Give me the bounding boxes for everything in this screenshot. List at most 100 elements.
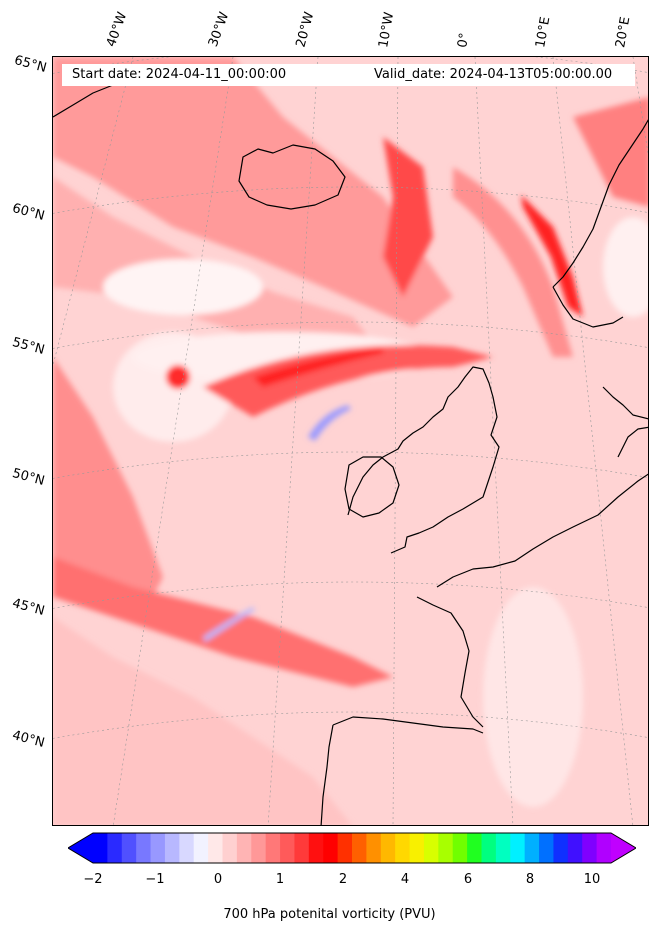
lat-label-40n: 40°N [10, 728, 47, 751]
colorbar-segment [208, 833, 223, 863]
lat-label-60n: 60°N [10, 201, 47, 224]
colorbar-segment [553, 833, 569, 863]
pv-norway-coast-max [521, 195, 583, 317]
cb-tick-8: 8 [525, 872, 535, 887]
pv-ridge-central [203, 345, 493, 417]
lon-label-20e: 20°E [613, 15, 634, 49]
pv-pale-patch-1 [103, 259, 263, 315]
graticule [53, 57, 648, 825]
colorbar-segment [423, 833, 439, 863]
pv-band-mid-north [53, 177, 383, 357]
coast-norway-south [552, 286, 624, 328]
coast-germany [617, 426, 648, 458]
colorbar-segment [438, 833, 454, 863]
colorbar-segment [409, 833, 425, 863]
colorbar-segment [582, 833, 598, 863]
colorbar-segment [164, 833, 180, 863]
colorbar [68, 832, 636, 864]
pv-pale-patch-5 [483, 587, 583, 807]
colorbar-segment [280, 833, 295, 863]
meridian-20w [267, 57, 319, 825]
pv-ridge-north-sea [383, 137, 433, 297]
colorbar-segment [495, 833, 511, 863]
colorbar-label: 700 hPa potenital vorticity (PVU) [223, 907, 436, 922]
lon-label-10e: 10°E [533, 15, 554, 49]
cb-tick-4: 4 [400, 872, 410, 887]
coast-denmark [602, 386, 648, 420]
colorbar-under-extension [68, 833, 93, 863]
lon-label-10w: 10°W [376, 11, 398, 50]
pv-band-southwest [53, 617, 352, 825]
parallel-60n [53, 186, 648, 214]
colorbar-segment [352, 833, 367, 863]
pv-contour-map [53, 57, 648, 825]
parallel-45n [53, 581, 648, 609]
colorbar-segment [366, 833, 382, 863]
colorbar-segment [150, 833, 166, 863]
lon-label-20w: 20°W [293, 10, 318, 49]
lon-label-0: 0° [455, 31, 473, 49]
meridian-10e [552, 57, 634, 825]
colorbar-segment [251, 833, 267, 863]
pv-ridge-central-core [253, 347, 383, 387]
coast-norway-west [552, 119, 648, 288]
colorbar-segment [596, 833, 612, 863]
coast-ireland [344, 456, 400, 518]
coastlines [53, 66, 648, 825]
lat-label-45n: 45°N [10, 596, 47, 619]
valid-date-label: Valid_date: 2024-04-13T05:00:00.00 [374, 67, 613, 82]
pv-band-west [53, 357, 163, 617]
colorbar-segment [467, 833, 482, 863]
colorbar-segment [294, 833, 310, 863]
colorbar-segment [567, 833, 583, 863]
colorbar-over-extension [611, 833, 636, 863]
pv-ridge-norway-north [573, 97, 648, 207]
colorbar-segment [337, 833, 353, 863]
lat-label-55n: 55°N [10, 335, 47, 358]
coast-west-iberia [320, 724, 334, 825]
meridian-10w [392, 57, 399, 825]
pv-pale-patch-4 [603, 217, 648, 317]
colorbar-segment [107, 833, 123, 863]
colorbar-segment [481, 833, 497, 863]
colorbar-segment [236, 833, 252, 863]
parallel-50n [53, 451, 648, 479]
coast-north-france-benelux [436, 473, 648, 588]
colorbar-segment [136, 833, 152, 863]
map-panel [52, 56, 649, 826]
header-box [62, 64, 635, 86]
colorbar-segment [193, 833, 209, 863]
colorbar-segment [395, 833, 411, 863]
colorbar-segment [524, 833, 540, 863]
colorbar-segment [179, 833, 195, 863]
colorbar-segment [323, 833, 339, 863]
colorbar-segment [510, 833, 526, 863]
colorbar-outline [68, 832, 636, 864]
pv-band-north [53, 57, 453, 327]
colorbar-segment [121, 833, 137, 863]
colorbar-segment [222, 833, 238, 863]
lat-label-65n: 65°N [12, 53, 49, 76]
parallel-65n [53, 57, 648, 74]
cb-tick-1: 1 [275, 872, 285, 887]
lon-label-40w: 40°W [103, 10, 131, 49]
coast-west-france [416, 596, 484, 728]
cb-tick-10: 10 [583, 872, 601, 887]
coast-iceland [238, 144, 346, 210]
coast-great-britain [347, 366, 500, 554]
pv-max-spot [166, 365, 190, 389]
cb-tick-6: 6 [463, 872, 473, 887]
cb-tick-0: 0 [213, 872, 223, 887]
start-date-label: Start date: 2024-04-11_00:00:00 [72, 67, 287, 82]
pv-contour-fills [53, 57, 648, 825]
coast-north-iberia [332, 716, 484, 734]
lon-label-30w: 30°W [205, 10, 233, 49]
colorbar-segment [93, 833, 108, 863]
cb-tick-neg1: −1 [145, 872, 165, 887]
pv-ridge-southwest [53, 557, 393, 687]
pv-negative-streak-1 [308, 405, 351, 441]
colorbar-segment [539, 833, 554, 863]
colorbar-segment [380, 833, 396, 863]
meridian-0 [474, 57, 514, 825]
pv-ridge-norway-west [453, 167, 573, 357]
